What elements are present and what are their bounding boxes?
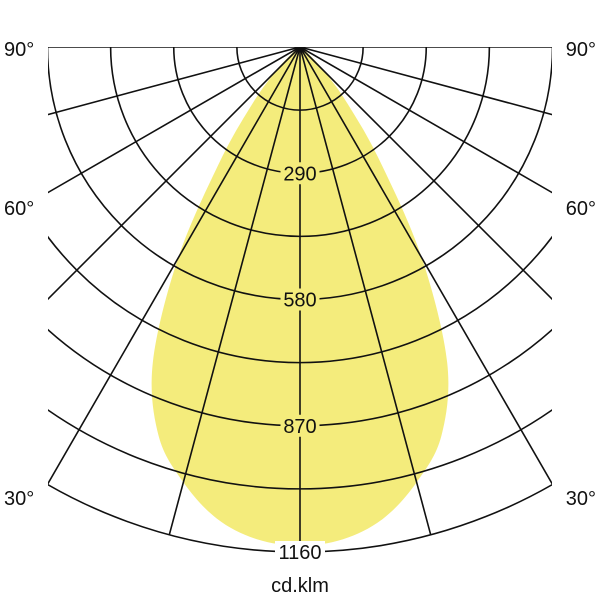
- tick-label-bg: [280, 414, 320, 437]
- radial-tick-label: 290: [283, 163, 316, 185]
- angle-label-left: 30°: [4, 488, 34, 510]
- angle-label-left: 60°: [4, 198, 34, 220]
- angle-grid-spoke: [299, 47, 432, 535]
- angle-grid-spoke: [299, 47, 552, 301]
- angle-grid-spoke: [48, 47, 301, 301]
- angle-label-right: 30°: [566, 488, 596, 510]
- tick-label-bg: [280, 288, 320, 311]
- angle-grid-spoke: [48, 47, 301, 116]
- radial-tick-label: 1160: [278, 542, 321, 564]
- angle-label-left: 90°: [4, 39, 34, 61]
- angle-grid-spoke: [48, 47, 301, 485]
- radial-tick-label: 870: [283, 416, 316, 438]
- angle-grid-spoke: [299, 47, 552, 116]
- radial-tick-label: 580: [283, 290, 316, 312]
- angle-grid-spoke: [299, 47, 552, 485]
- angle-grid-spoke: [299, 47, 552, 194]
- angle-label-right: 90°: [566, 39, 596, 61]
- tick-label-bg: [280, 162, 320, 185]
- angle-grid-spoke: [168, 47, 301, 535]
- angle-label-right: 60°: [566, 198, 596, 220]
- tick-label-bg: [275, 541, 325, 563]
- angle-grid-spoke: [48, 47, 301, 194]
- unit-label: cd.klm: [271, 575, 329, 597]
